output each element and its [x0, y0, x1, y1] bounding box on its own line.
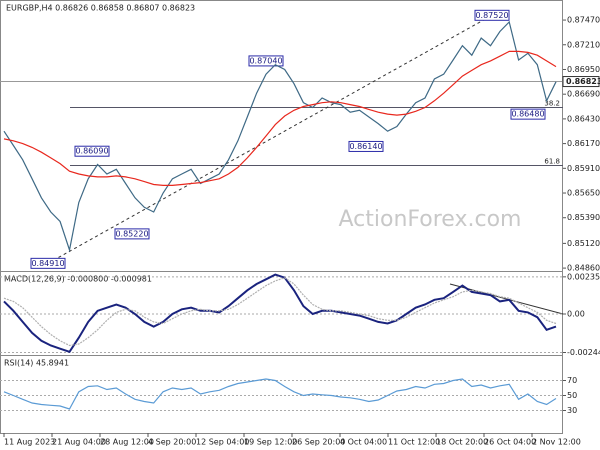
price-label-box	[74, 145, 110, 157]
y-tick-label: 0.86690	[567, 90, 600, 99]
y-tick-label: 0.85910	[567, 164, 600, 173]
rsi-title: RSI(14) 45.8941	[4, 359, 69, 368]
y-tick-label: 0.00	[567, 310, 585, 319]
trendline	[47, 14, 493, 264]
price-label-box	[510, 108, 546, 120]
y-tick-label: 0.86170	[567, 139, 600, 148]
series-line	[3, 277, 557, 347]
price-label-box	[248, 55, 284, 67]
price-label-box	[30, 257, 66, 269]
x-tick-label: 26 Sep 20:00	[292, 438, 345, 447]
x-tick-label: 12 Sep 04:00	[196, 438, 249, 447]
price-label: 0.87040	[249, 56, 282, 65]
price-label: 0.87520	[475, 11, 508, 20]
x-tick-label: 19 Sep 12:00	[244, 438, 297, 447]
x-tick-label: 21 Aug 04:00	[52, 438, 106, 447]
x-tick-label: 11 Oct 12:00	[388, 438, 440, 447]
price-label-box	[348, 140, 384, 152]
x-tick-label: 11 Aug 2023	[4, 438, 55, 447]
y-tick-label: 30	[567, 406, 577, 415]
price-label: 0.86140	[349, 142, 382, 151]
y-tick-label: 0.86950	[567, 65, 600, 74]
price-label: 0.85220	[115, 229, 148, 238]
chart-header: EURGBP,H4 0.86826 0.86858 0.86807 0.8682…	[6, 4, 195, 13]
y-tick-label: 0.87470	[567, 16, 600, 25]
series-line	[3, 273, 557, 353]
y-tick-label: 0.002356	[567, 272, 600, 281]
series-line	[3, 20, 557, 253]
price-label-box	[474, 9, 510, 21]
price-label: 0.84910	[31, 259, 64, 268]
macd-title: MACD(12,26,9) -0.000800 -0.000981	[4, 275, 152, 284]
y-tick-label: 0.85650	[567, 189, 600, 198]
series-line	[3, 50, 557, 186]
y-tick-label: 0.86430	[567, 114, 600, 123]
y-tick-label: 0.87210	[567, 40, 600, 49]
price-label: 0.86480	[511, 110, 544, 119]
price-label: 0.86090	[75, 147, 108, 156]
x-tick-label: 4 Sep 20:00	[148, 438, 196, 447]
price-label-box	[114, 228, 150, 240]
current-price-label: 0.86823	[566, 77, 600, 86]
fib-label: 38.2	[544, 99, 560, 107]
current-price-box	[562, 76, 600, 88]
x-tick-label: 4 Oct 04:00	[340, 438, 387, 447]
x-tick-label: 2 Nov 12:00	[532, 438, 581, 447]
y-tick-label: 0.85390	[567, 213, 600, 222]
watermark: ActionForex.com	[339, 207, 522, 232]
y-tick-label: 50	[567, 391, 577, 400]
y-tick-label: 0.85120	[567, 239, 600, 248]
x-tick-label: 28 Aug 12:00	[100, 438, 154, 447]
x-tick-label: 18 Oct 20:00	[436, 438, 488, 447]
fib-label: 61.8	[544, 157, 560, 165]
x-tick-label: 26 Oct 04:00	[484, 438, 536, 447]
y-tick-label: -0.002442	[567, 348, 600, 357]
series-line	[3, 378, 557, 410]
y-tick-label: 70	[567, 376, 577, 385]
y-tick-label: 0.84860	[567, 264, 600, 273]
